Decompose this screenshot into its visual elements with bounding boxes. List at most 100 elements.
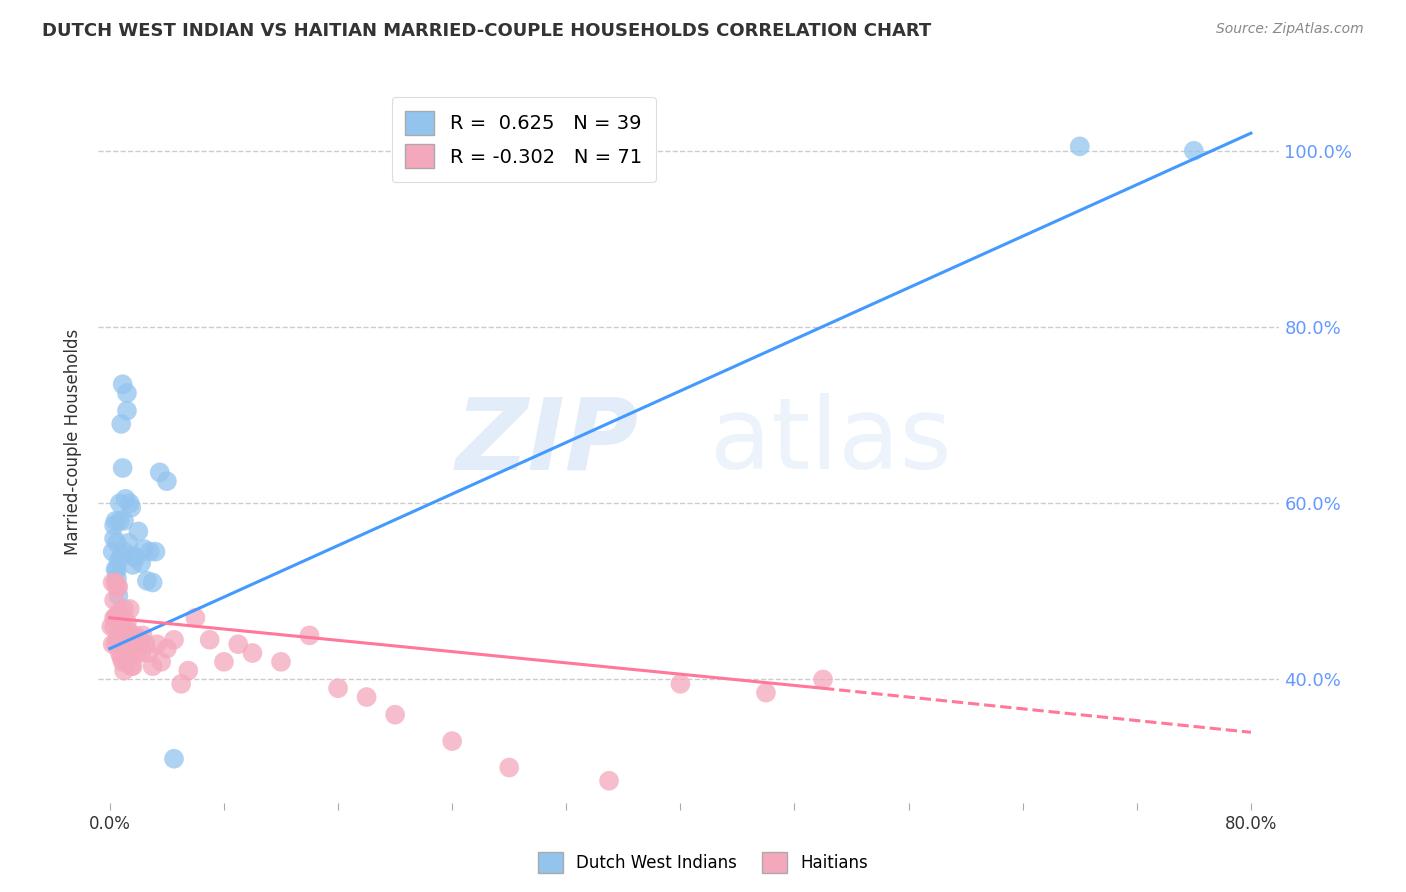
Point	[111, 461, 134, 475]
Point	[101, 575, 124, 590]
Point	[110, 650, 132, 665]
Point	[112, 602, 135, 616]
Point	[132, 542, 155, 557]
Point	[108, 632, 131, 647]
Point	[103, 593, 125, 607]
Point	[129, 556, 152, 570]
Point	[184, 611, 207, 625]
Point	[163, 632, 186, 647]
Point	[135, 574, 157, 588]
Point	[114, 491, 136, 506]
Point	[131, 628, 153, 642]
Point	[107, 589, 129, 603]
Point	[811, 673, 834, 687]
Point	[112, 664, 135, 678]
Point	[118, 632, 141, 647]
Point	[150, 655, 173, 669]
Point	[121, 632, 143, 647]
Point	[104, 562, 127, 576]
Text: ZIP: ZIP	[456, 393, 638, 490]
Point	[111, 628, 134, 642]
Point	[101, 544, 124, 558]
Point	[226, 637, 249, 651]
Point	[1182, 144, 1205, 158]
Point	[242, 646, 264, 660]
Point	[270, 655, 292, 669]
Point	[105, 536, 128, 550]
Point	[112, 544, 135, 558]
Point	[146, 637, 169, 651]
Point	[149, 466, 172, 480]
Point	[104, 514, 127, 528]
Point	[107, 607, 129, 621]
Point	[121, 558, 143, 572]
Point	[326, 681, 349, 696]
Point	[103, 619, 125, 633]
Point	[142, 575, 165, 590]
Point	[198, 632, 221, 647]
Text: atlas: atlas	[710, 393, 952, 490]
Point	[125, 646, 148, 660]
Point	[124, 628, 146, 642]
Point	[105, 632, 128, 647]
Point	[110, 624, 132, 638]
Point	[110, 549, 132, 563]
Point	[112, 514, 135, 528]
Point	[134, 637, 156, 651]
Point	[108, 496, 131, 510]
Point	[156, 474, 179, 488]
Point	[128, 632, 150, 647]
Point	[114, 628, 136, 642]
Point	[114, 655, 136, 669]
Point	[118, 496, 141, 510]
Text: DUTCH WEST INDIAN VS HAITIAN MARRIED-COUPLE HOUSEHOLDS CORRELATION CHART: DUTCH WEST INDIAN VS HAITIAN MARRIED-COU…	[42, 22, 931, 40]
Point	[103, 518, 125, 533]
Point	[107, 553, 129, 567]
Point	[108, 514, 131, 528]
Point	[111, 655, 134, 669]
Point	[105, 580, 128, 594]
Point	[156, 641, 179, 656]
Point	[121, 659, 143, 673]
Point	[177, 664, 200, 678]
Point	[139, 544, 162, 558]
Legend: R =  0.625   N = 39, R = -0.302   N = 71: R = 0.625 N = 39, R = -0.302 N = 71	[391, 97, 655, 182]
Point	[107, 580, 129, 594]
Point	[115, 615, 138, 630]
Point	[138, 646, 160, 660]
Text: Source: ZipAtlas.com: Source: ZipAtlas.com	[1216, 22, 1364, 37]
Point	[298, 628, 321, 642]
Point	[120, 659, 142, 673]
Point	[105, 562, 128, 576]
Point	[142, 659, 165, 673]
Point	[108, 607, 131, 621]
Point	[104, 637, 127, 651]
Point	[129, 646, 152, 660]
Point	[117, 536, 139, 550]
Point	[598, 773, 620, 788]
Point	[755, 686, 778, 700]
Point	[117, 650, 139, 665]
Legend: Dutch West Indians, Haitians: Dutch West Indians, Haitians	[531, 846, 875, 880]
Point	[115, 641, 138, 656]
Point	[356, 690, 378, 704]
Point	[163, 752, 186, 766]
Point	[384, 707, 406, 722]
Point	[441, 734, 464, 748]
Point	[669, 677, 692, 691]
Point	[117, 624, 139, 638]
Point	[111, 377, 134, 392]
Point	[112, 632, 135, 647]
Point	[120, 628, 142, 642]
Point	[122, 637, 145, 651]
Point	[124, 550, 146, 565]
Point	[498, 760, 520, 774]
Point	[110, 417, 132, 431]
Point	[105, 611, 128, 625]
Point	[1069, 139, 1091, 153]
Point	[103, 611, 125, 625]
Point	[115, 386, 138, 401]
Point	[110, 615, 132, 630]
Point	[122, 549, 145, 563]
Point	[212, 655, 235, 669]
